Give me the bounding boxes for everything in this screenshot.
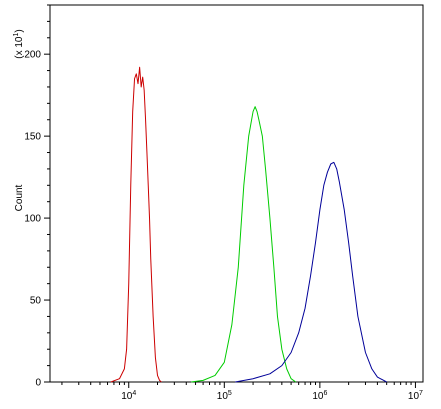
- y-multiplier-suffix: ): [14, 29, 25, 32]
- x-tick-label: 107: [408, 390, 423, 402]
- x-tick-exponent: 4: [132, 390, 136, 397]
- y-multiplier-prefix: (x 10: [14, 36, 25, 59]
- x-tick-base: 10: [217, 391, 229, 402]
- y-axis-title: Count: [14, 184, 25, 211]
- x-tick-exponent: 7: [419, 390, 423, 397]
- y-multiplier-label: (x 101): [13, 29, 25, 58]
- series-line-2: [191, 106, 297, 383]
- y-tick-label: 0: [35, 378, 41, 389]
- y-ticks: 0 50 100 150 200: [24, 4, 50, 389]
- x-tick-label: 106: [312, 390, 327, 402]
- x-tick-exponent: 6: [323, 390, 327, 397]
- y-tick-label: 50: [30, 296, 42, 307]
- series-line-3: [235, 161, 387, 383]
- y-multiplier-exponent: 1: [13, 33, 20, 37]
- x-tick-base: 10: [121, 391, 133, 402]
- x-tick-exponent: 5: [228, 390, 232, 397]
- x-tick-label: 104: [121, 390, 136, 402]
- x-major-ticks: 104 105 106 107: [121, 382, 423, 402]
- x-tick-base: 10: [408, 391, 420, 402]
- series-group: [110, 66, 387, 383]
- plot-frame: [49, 4, 424, 383]
- series-line-1: [110, 66, 162, 383]
- x-tick-base: 10: [312, 391, 324, 402]
- y-tick-label: 150: [24, 132, 41, 143]
- y-tick-label: 100: [24, 214, 41, 225]
- y-tick-label: 200: [24, 50, 41, 61]
- x-minor-ticks: [61, 382, 412, 385]
- x-tick-label: 105: [217, 390, 232, 402]
